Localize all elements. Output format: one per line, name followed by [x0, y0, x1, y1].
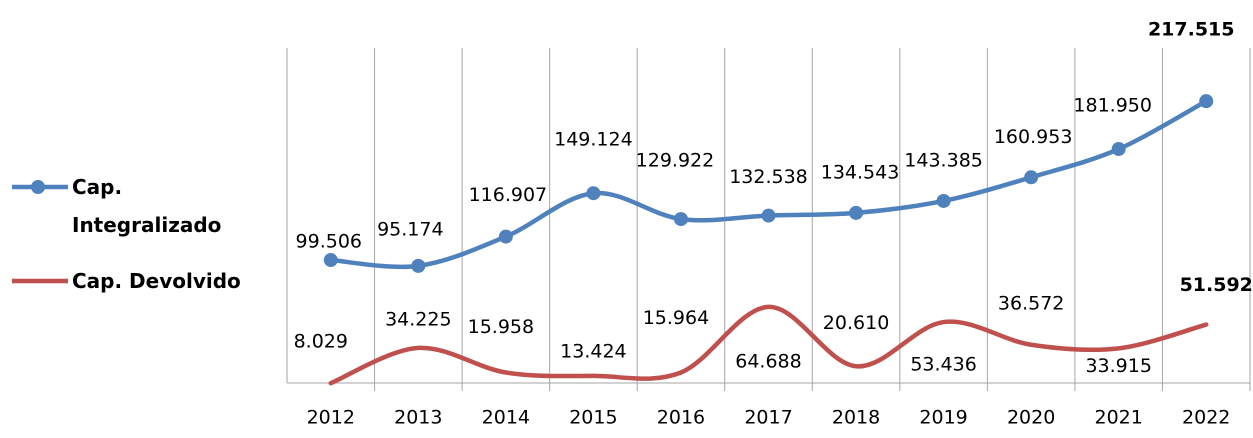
x-tick-label: 2022 [1182, 407, 1230, 429]
data-label: 33.915 [1085, 355, 1151, 377]
marker [411, 258, 426, 273]
data-label: 51.592 [1180, 274, 1253, 296]
data-label: 132.538 [729, 166, 808, 188]
legend-label: Cap. Devolvido [72, 269, 241, 293]
data-label: 15.964 [643, 307, 709, 329]
data-label: 36.572 [998, 292, 1064, 314]
data-label: 15.958 [468, 316, 534, 338]
x-tick-label: 2014 [482, 407, 530, 429]
x-tick-label: 2017 [744, 407, 792, 429]
data-label: 8.029 [294, 331, 348, 353]
data-label: 149.124 [554, 129, 633, 151]
data-label: 95.174 [377, 218, 443, 240]
data-label: 143.385 [904, 149, 983, 171]
data-label: 53.436 [910, 354, 976, 376]
marker [936, 193, 951, 208]
x-tick-label: 2020 [1007, 407, 1055, 429]
data-label: 34.225 [385, 308, 451, 330]
data-label: 134.543 [821, 161, 900, 183]
marker [498, 229, 513, 244]
x-tick-label: 2015 [569, 407, 617, 429]
x-tick-label: 2012 [307, 407, 355, 429]
data-label: 64.688 [735, 350, 801, 372]
marker [849, 205, 864, 220]
x-tick-label: 2021 [1095, 407, 1143, 429]
marker [1199, 94, 1214, 109]
data-label: 160.953 [994, 126, 1073, 148]
series-line [328, 304, 1209, 386]
x-tick-label: 2016 [657, 407, 705, 429]
x-tick-label: 2018 [832, 407, 880, 429]
data-label: 181.950 [1073, 95, 1152, 117]
x-tick-label: 2019 [919, 407, 967, 429]
data-label: 129.922 [636, 150, 715, 172]
data-label: 116.907 [469, 184, 548, 206]
marker [673, 212, 688, 227]
data-label: 217.515 [1148, 19, 1235, 41]
marker [586, 186, 601, 201]
legend-label: Cap. Integralizado [72, 175, 222, 237]
x-tick-label: 2013 [394, 407, 442, 429]
marker [1111, 142, 1126, 157]
data-label: 13.424 [560, 340, 626, 362]
marker [761, 208, 776, 223]
legend-marker [31, 180, 45, 194]
marker [323, 253, 338, 268]
marker [1024, 170, 1039, 185]
data-label: 99.506 [296, 231, 362, 253]
data-label: 20.610 [823, 312, 889, 334]
